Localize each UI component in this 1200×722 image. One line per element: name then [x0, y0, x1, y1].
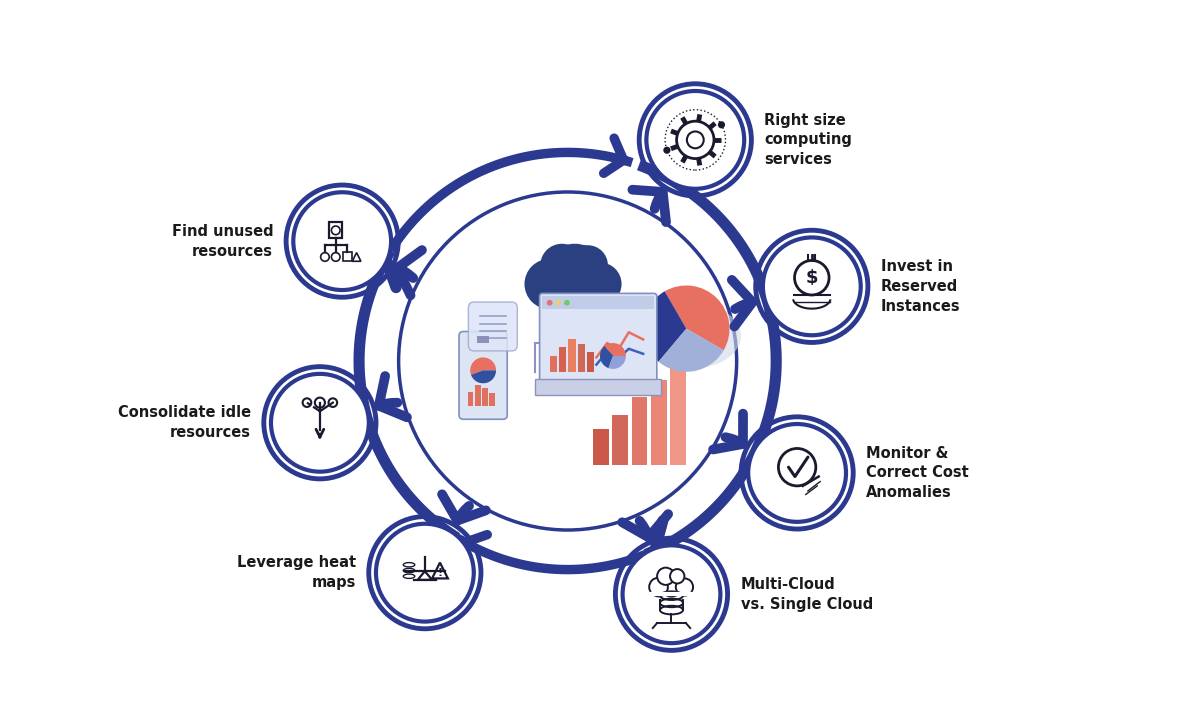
Bar [468, 392, 474, 406]
Circle shape [649, 578, 668, 596]
Bar [550, 356, 557, 372]
Circle shape [718, 121, 725, 129]
FancyBboxPatch shape [468, 302, 517, 351]
Bar [652, 380, 667, 465]
Text: Leverage heat
maps: Leverage heat maps [236, 555, 356, 590]
Bar [671, 366, 686, 465]
Wedge shape [665, 285, 730, 350]
Circle shape [556, 300, 562, 305]
Circle shape [540, 244, 610, 313]
Wedge shape [643, 291, 686, 362]
Bar [577, 344, 584, 372]
Wedge shape [470, 370, 496, 383]
FancyBboxPatch shape [460, 331, 508, 419]
Circle shape [564, 300, 570, 305]
Ellipse shape [646, 303, 740, 368]
Circle shape [524, 259, 575, 309]
Circle shape [540, 244, 583, 287]
Text: $: $ [805, 269, 818, 287]
Text: Right size
computing
services: Right size computing services [764, 113, 852, 168]
Bar [559, 347, 566, 372]
Circle shape [578, 263, 622, 305]
Wedge shape [600, 346, 613, 368]
Bar [542, 296, 654, 309]
Bar [631, 397, 648, 465]
Bar [475, 385, 481, 406]
Circle shape [568, 245, 608, 285]
Circle shape [676, 578, 694, 596]
Circle shape [547, 300, 552, 305]
Circle shape [647, 91, 744, 188]
Circle shape [664, 147, 671, 154]
Circle shape [658, 567, 674, 585]
Circle shape [271, 374, 368, 471]
Bar [482, 388, 488, 406]
Bar [587, 352, 594, 372]
Bar [612, 415, 628, 465]
Bar [478, 336, 488, 343]
Text: Monitor &
Correct Cost
Anomalies: Monitor & Correct Cost Anomalies [866, 445, 968, 500]
Bar [329, 222, 342, 238]
Text: Find unused
resources: Find unused resources [172, 224, 274, 258]
Circle shape [763, 238, 860, 335]
Text: !: ! [438, 568, 443, 578]
Bar [593, 430, 608, 465]
Bar [535, 379, 661, 395]
Circle shape [376, 523, 474, 622]
Circle shape [623, 545, 720, 643]
Circle shape [670, 569, 684, 583]
Circle shape [398, 192, 737, 530]
Circle shape [293, 192, 391, 290]
Wedge shape [659, 329, 724, 372]
Text: Consolidate idle
resources: Consolidate idle resources [118, 405, 251, 440]
Wedge shape [470, 357, 496, 375]
Text: Multi-Cloud
vs. Single Cloud: Multi-Cloud vs. Single Cloud [740, 577, 872, 612]
Bar [569, 339, 576, 372]
Bar [343, 252, 352, 261]
Circle shape [749, 424, 846, 522]
Wedge shape [605, 343, 626, 356]
Circle shape [659, 570, 684, 596]
Text: Invest in
Reserved
Instances: Invest in Reserved Instances [881, 259, 960, 313]
Wedge shape [608, 356, 626, 369]
FancyBboxPatch shape [540, 293, 656, 382]
Bar [490, 393, 494, 406]
